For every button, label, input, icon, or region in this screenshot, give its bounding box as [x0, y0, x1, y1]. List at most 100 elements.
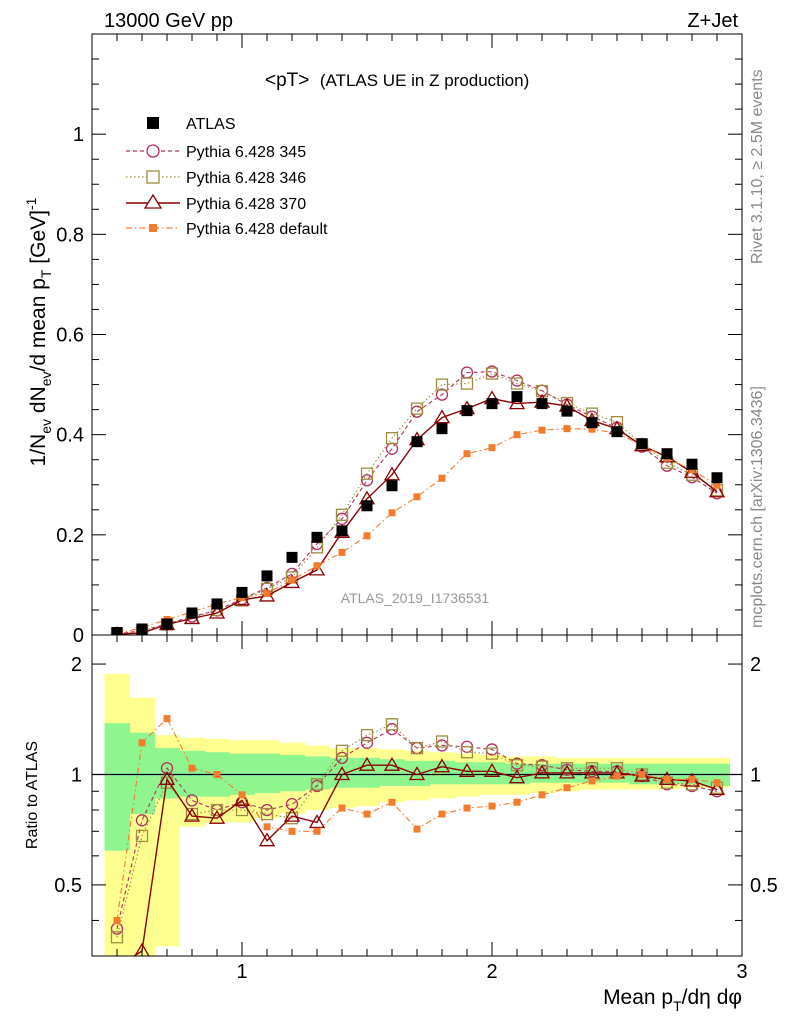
legend: ATLAS Pythia 6.428 345 Pythia 6.428 346 … [126, 116, 328, 238]
legend-item-pythia-370: Pythia 6.428 370 [126, 193, 306, 213]
ratio-pythia-6-428-346-point [410, 741, 424, 755]
ratio-pythia-6-428-346-point [585, 762, 599, 775]
ratio-ytick-label-right: 1 [750, 764, 761, 786]
ratio-pythia-6-428-370-point [283, 807, 301, 822]
ratio-band-stat [279, 755, 305, 792]
main-ylabel: 1/Nev dNev/d mean pT [GeV]-1 [23, 197, 54, 466]
ratio-pythia-6-428-default-point [238, 791, 246, 799]
ratio-band-stat [454, 762, 480, 785]
ratio-pythia-6-428-default-point [188, 764, 196, 772]
legend-item-pythia-default: Pythia 6.428 default [126, 221, 328, 238]
main-atlas-point [186, 607, 198, 619]
ratio-pythia-6-428-default-point [613, 772, 621, 780]
main-pythia-6-428-346-point [335, 508, 349, 521]
main-atlas-point [536, 398, 548, 410]
ratio-plot-area [92, 673, 742, 971]
main-ytick-label: 0.6 [56, 325, 84, 347]
ratio-pythia-6-428-default-point [713, 779, 721, 787]
ratio-band-stat [479, 762, 505, 785]
ratio-pythia-6-428-default-point [263, 823, 271, 831]
ratio-xtick-labels: 1 2 3 [236, 961, 747, 983]
legend-marker-pythia-370 [143, 193, 163, 209]
ratio-pythia-6-428-default-point [438, 810, 446, 818]
legend-item-pythia-346: Pythia 6.428 346 [126, 170, 306, 187]
main-pythia-6-428-370-point [383, 466, 401, 481]
main-ytick-label: 0.2 [56, 525, 84, 547]
main-atlas-point [511, 391, 523, 403]
ratio-pythia-6-428-346-point [460, 746, 474, 759]
legend-label-atlas: ATLAS [186, 116, 236, 133]
main-pythia-6-428-default-point [588, 425, 596, 433]
ratio-xtick-label: 2 [486, 961, 497, 983]
main-pythia-6-428-346-point [460, 377, 474, 390]
ratio-band-stat [404, 760, 430, 787]
main-pythia-6-428-default-point [713, 481, 721, 489]
ratio-band-stat [254, 753, 280, 794]
ratio-pythia-6-428-370-point [708, 781, 726, 796]
main-pythia-6-428-default-point [513, 431, 521, 439]
mcplots-source-label: mcplots.cern.ch [arXiv:1306.3436] [749, 386, 766, 628]
main-pythia-6-428-default-point [488, 444, 496, 452]
ratio-pythia-6-428-345-line [116, 728, 718, 929]
main-pythia-6-428-default-point [438, 474, 446, 482]
legend-label-pythia-default: Pythia 6.428 default [186, 221, 328, 238]
ratio-pythia-6-428-370-point [358, 756, 376, 771]
main-pythia-6-428-default-point [463, 450, 471, 458]
ratio-band-stat [179, 750, 205, 797]
ratio-ytick-label-right: 0.5 [750, 875, 778, 897]
main-pythia-6-428-345-point [385, 442, 399, 455]
ratio-pythia-6-428-default-point [488, 802, 496, 810]
header-right-label: Z+Jet [687, 10, 738, 32]
ratio-ytick-label: 2 [71, 654, 82, 676]
main-pythia-6-428-default-point [288, 576, 296, 584]
main-atlas-point [361, 500, 373, 512]
ratio-pythia-6-428-345-point [135, 814, 149, 827]
main-pythia-6-428-370-point [433, 409, 451, 424]
ratio-pythia-6-428-default-point [513, 798, 521, 806]
ratio-pythia-6-428-346-point [260, 807, 274, 821]
ratio-pythia-6-428-370-point [508, 769, 526, 784]
legend-marker-pythia-346 [146, 170, 160, 184]
ratio-pythia-6-428-370-point [483, 763, 501, 777]
main-atlas-point [636, 438, 648, 450]
legend-item-pythia-345: Pythia 6.428 345 [126, 144, 306, 161]
main-pythia-6-428-370-point [708, 483, 726, 498]
main-atlas-point [586, 417, 598, 429]
main-pythia-6-428-346-point [485, 367, 499, 380]
ratio-pythia-6-428-default-point [563, 784, 571, 792]
ratio-pythia-6-428-370-point [383, 756, 401, 771]
rivet-version-label: Rivet 3.1.10, ≥ 2.5M events [749, 69, 766, 264]
ratio-pythia-6-428-370-point [258, 832, 276, 847]
ratio-pythia-6-428-370-point [110, 959, 124, 971]
main-ytick-labels: 0 0.2 0.4 0.6 0.8 1 [56, 124, 84, 647]
plot-title: <pT> (ATLAS UE in Z production) [265, 70, 529, 91]
main-pythia-6-428-346-point [535, 384, 549, 398]
ratio-pythia-6-428-345-point [185, 794, 199, 807]
main-panel: 0 0.2 0.4 0.6 0.8 1 <pT> (ATLAS UE in Z produ… [23, 33, 743, 647]
ratio-pythia-6-428-370-point [333, 766, 351, 781]
ratio-pythia-6-428-345-point [160, 762, 174, 775]
ratio-pythia-6-428-370-point [183, 807, 201, 822]
main-pythia-6-428-default-point [388, 509, 396, 517]
main-pythia-6-428-default-point [413, 493, 421, 501]
analysis-label: ATLAS_2019_I1736531 [341, 590, 490, 606]
main-atlas-point [686, 458, 698, 470]
legend-label-pythia-346: Pythia 6.428 346 [186, 170, 306, 187]
main-pythia-6-428-346-point [510, 377, 524, 390]
main-pythia-6-428-346-point [410, 402, 424, 415]
ratio-pythia-6-428-370-point [134, 942, 150, 956]
ratio-pythia-6-428-346-point [435, 735, 449, 748]
main-plot-area [110, 365, 726, 635]
ratio-pythia-6-428-345-point [335, 751, 349, 764]
main-atlas-point [711, 472, 723, 484]
main-atlas-point [161, 618, 173, 630]
main-pythia-6-428-370-point [508, 395, 526, 410]
ratio-pythia-6-428-default-point [538, 791, 546, 799]
ratio-pythia-6-428-370-point [558, 764, 576, 779]
ratio-pythia-6-428-default-point [413, 825, 421, 833]
ratio-pythia-6-428-370-point [433, 758, 451, 773]
main-pythia-6-428-default-point [688, 466, 696, 474]
main-pythia-6-428-346-point [435, 378, 449, 391]
main-pythia-6-428-345-point [360, 474, 374, 487]
ratio-xtick-label: 1 [236, 961, 247, 983]
